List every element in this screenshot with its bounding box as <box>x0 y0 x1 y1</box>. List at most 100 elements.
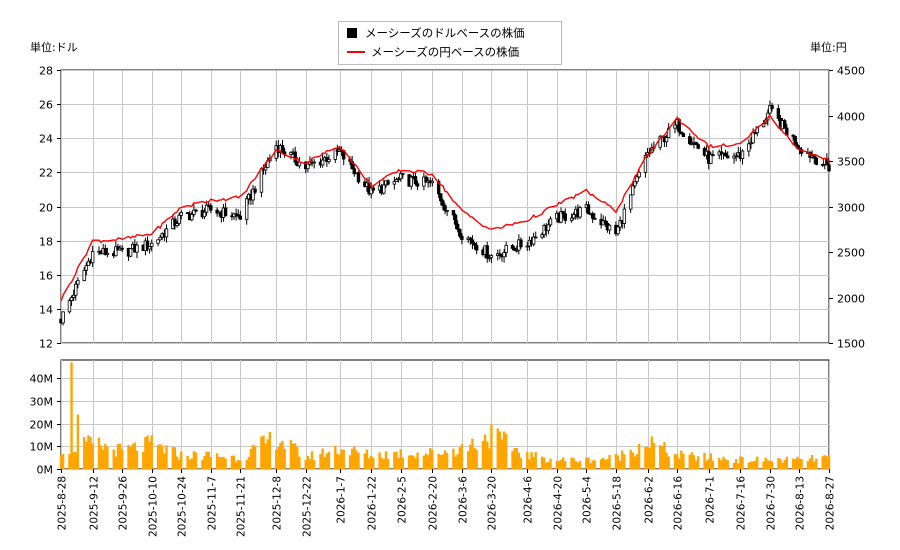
usd-candle-body <box>681 133 686 137</box>
x-tick-label: 2026-7-30 <box>766 476 778 530</box>
usd-candle-body <box>352 168 356 175</box>
right-tick-label: 2500 <box>837 247 865 260</box>
usd-candle-body <box>776 108 781 119</box>
x-tick-label: 2026-4-20 <box>553 476 565 530</box>
volume-bar <box>770 461 774 469</box>
usd-candle-body <box>519 239 523 248</box>
usd-candle-body <box>401 173 405 176</box>
legend-item-jpy: メーシーズの円ベースの株価 <box>347 43 519 61</box>
usd-candle-body <box>572 214 576 219</box>
volume-bar <box>365 449 369 469</box>
volume-bar <box>163 453 166 469</box>
volume-bar <box>393 452 396 469</box>
volume-bar <box>614 454 618 469</box>
usd-candle-body <box>498 253 502 256</box>
usd-candle-body <box>194 209 198 212</box>
left-tick-label: 18 <box>39 236 53 249</box>
volume-bar <box>467 451 470 469</box>
volume-bar <box>367 458 371 469</box>
usd-candle-body <box>263 166 268 171</box>
volume-bar <box>431 449 434 469</box>
volume-bar <box>382 459 386 469</box>
volume-bar <box>606 459 609 469</box>
volume-bar <box>156 444 160 469</box>
volume-bar <box>101 449 105 469</box>
usd-candle-body <box>690 143 694 145</box>
right-tick-label: 4500 <box>837 65 865 78</box>
right-tick-label: 1500 <box>837 338 865 351</box>
volume-bar <box>188 459 191 469</box>
volume-bar <box>266 439 269 469</box>
volume-bar <box>458 447 461 469</box>
volume-bar <box>813 461 816 469</box>
volume-bar <box>74 452 77 469</box>
volume-bar <box>177 459 181 469</box>
volume-bar <box>749 461 753 469</box>
volume-bar <box>91 443 94 469</box>
usd-candle-body <box>531 236 536 245</box>
volume-bar <box>739 456 742 469</box>
usd-candle-body <box>67 300 72 313</box>
volume-bar <box>696 456 700 469</box>
usd-candle-body <box>392 181 397 185</box>
volume-bar <box>203 456 206 469</box>
volume-bar <box>561 457 565 469</box>
volume-bar <box>504 433 508 469</box>
volume-bar <box>378 452 381 469</box>
volume-bar <box>308 459 312 469</box>
volume-bar <box>350 448 354 469</box>
volume-bar <box>517 452 521 469</box>
usd-candle-body <box>441 200 445 207</box>
volume-bar <box>753 460 757 469</box>
usd-candle-body <box>791 134 795 137</box>
volume-bar <box>720 460 723 469</box>
volume-bar <box>796 456 799 469</box>
volume-bar <box>380 457 383 469</box>
usd-candle-body <box>631 185 635 196</box>
volume-bar <box>768 460 772 469</box>
volume-bar <box>661 446 664 469</box>
usd-candle-body <box>633 181 637 187</box>
volume-bar <box>496 428 499 469</box>
volume-bar <box>72 452 75 469</box>
usd-candle-body <box>177 214 181 224</box>
usd-candle-body <box>74 283 78 296</box>
x-tick-label: 2026-5-18 <box>612 476 624 530</box>
usd-candle-body <box>356 172 361 183</box>
x-tick-label: 2026-2-5 <box>397 476 409 524</box>
volume-bar <box>260 436 263 469</box>
x-tick-label: 2025-9-26 <box>118 476 130 531</box>
volume-bar <box>372 457 375 469</box>
volume-bar <box>129 446 132 469</box>
volume-bar <box>570 457 573 469</box>
volume-bar <box>222 456 225 469</box>
volume-bar <box>439 454 442 469</box>
usd-candle-body <box>770 105 774 110</box>
usd-candle-body <box>135 244 139 253</box>
volume-bar <box>99 445 103 469</box>
volume-bar <box>454 456 457 469</box>
usd-candle-body <box>688 136 692 145</box>
usd-candle-body <box>740 150 745 160</box>
volume-bar <box>815 458 818 469</box>
usd-candle-body <box>120 247 124 250</box>
volume-tick-label: 40M <box>30 373 54 386</box>
volume-bar <box>692 455 696 469</box>
usd-candle-body <box>280 145 285 153</box>
usd-candle-body <box>396 178 401 181</box>
volume-bar <box>414 458 417 469</box>
volume-bar <box>475 449 478 469</box>
volume-bar <box>564 461 567 469</box>
usd-candle-body <box>487 257 492 260</box>
volume-bar <box>68 454 71 469</box>
usd-candle-body <box>814 157 819 165</box>
left-tick-label: 24 <box>39 133 53 146</box>
volume-bar <box>327 451 331 469</box>
usd-candle-body <box>439 193 443 202</box>
usd-candle-body <box>696 144 700 149</box>
volume-bar <box>369 455 373 469</box>
usd-candle-body <box>306 163 310 170</box>
volume-bar <box>741 456 744 469</box>
volume-bar <box>747 462 751 469</box>
